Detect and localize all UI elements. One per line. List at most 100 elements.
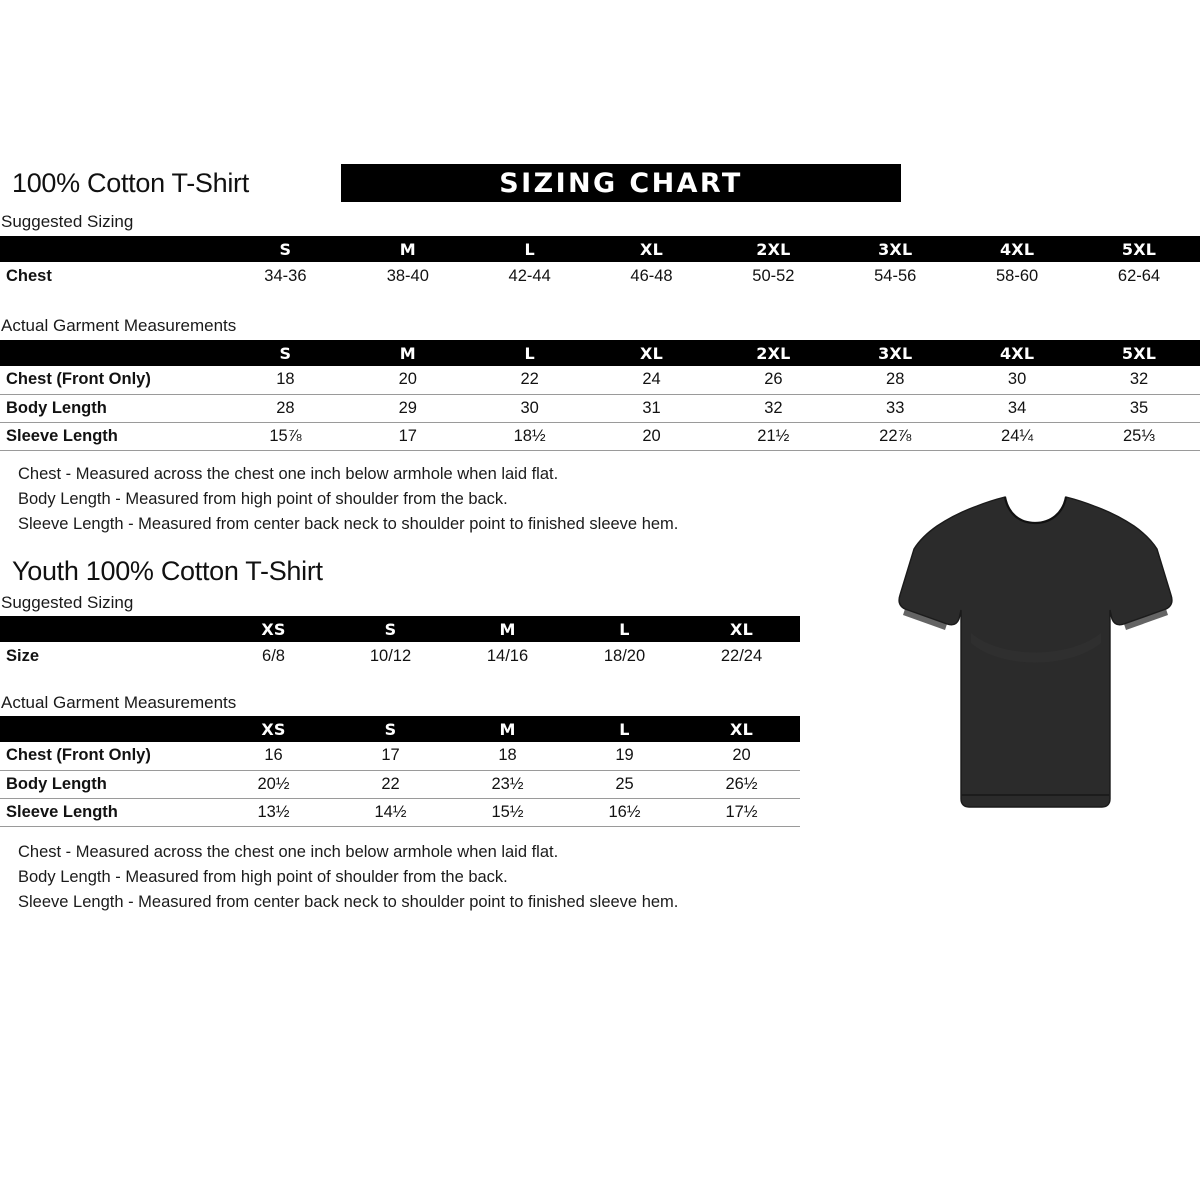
col-header-s: S bbox=[332, 616, 449, 642]
cell-chestfront-xl: 20 bbox=[683, 742, 800, 771]
col-header-m: M bbox=[346, 340, 469, 366]
col-header-l: L bbox=[468, 236, 591, 262]
cell-sleevelength-l: 16½ bbox=[566, 798, 683, 827]
col-header-2xl: 2XL bbox=[712, 340, 835, 366]
cell-bodylength-5xl: 35 bbox=[1078, 394, 1200, 423]
cell-chestfront-m: 18 bbox=[449, 742, 566, 771]
cell-sleevelength-m: 17 bbox=[346, 422, 469, 451]
row-label-sleeve-length: Sleeve Length bbox=[0, 422, 224, 451]
table-row: Size 6/8 10/12 14/16 18/20 22/24 bbox=[0, 642, 800, 670]
col-header-xl: XL bbox=[590, 236, 713, 262]
cell-sleevelength-s: 14½ bbox=[332, 798, 449, 827]
cell-sleevelength-xl: 20 bbox=[590, 422, 713, 451]
cell-chestfront-l: 22 bbox=[468, 366, 591, 395]
table-header-row: S M L XL 2XL 3XL 4XL 5XL bbox=[0, 340, 1200, 366]
col-header-4xl: 4XL bbox=[956, 236, 1079, 262]
youth-measurement-notes: Chest - Measured across the chest one in… bbox=[18, 840, 678, 915]
cell-chestfront-s: 18 bbox=[223, 366, 347, 395]
col-header-rowlabel bbox=[0, 716, 215, 742]
col-header-3xl: 3XL bbox=[834, 236, 957, 262]
col-header-4xl: 4XL bbox=[956, 340, 1079, 366]
cell-chest-5xl: 62-64 bbox=[1078, 262, 1200, 290]
cell-bodylength-xl: 26½ bbox=[683, 770, 800, 799]
adult-actual-measurements-table-wrap: S M L XL 2XL 3XL 4XL 5XL Chest (Front On… bbox=[0, 340, 1200, 451]
col-header-s: S bbox=[332, 716, 449, 742]
youth-actual-measurements-table: XS S M L XL Chest (Front Only) 16 17 18 … bbox=[0, 716, 800, 827]
cell-bodylength-xl: 31 bbox=[590, 394, 713, 423]
cell-bodylength-4xl: 34 bbox=[956, 394, 1079, 423]
row-label-chest-front-only: Chest (Front Only) bbox=[0, 366, 224, 395]
cell-sleevelength-3xl: 22⅞ bbox=[834, 422, 957, 451]
youth-actual-measurements-table-wrap: XS S M L XL Chest (Front Only) 16 17 18 … bbox=[0, 716, 800, 827]
row-label-chest-front-only: Chest (Front Only) bbox=[0, 742, 215, 771]
cell-chestfront-xl: 24 bbox=[590, 366, 713, 395]
adult-suggested-sizing-table: S M L XL 2XL 3XL 4XL 5XL Chest 34-36 38-… bbox=[0, 236, 1200, 290]
youth-suggested-sizing-label: Suggested Sizing bbox=[1, 593, 134, 612]
cell-chest-m: 38-40 bbox=[346, 262, 469, 290]
table-row: Body Length 28 29 30 31 32 33 34 35 bbox=[0, 394, 1200, 423]
cell-size-m: 14/16 bbox=[449, 642, 566, 670]
row-label-size: Size bbox=[0, 642, 215, 670]
cell-sleevelength-xs: 13½ bbox=[215, 798, 332, 827]
table-row: Body Length 20½ 22 23½ 25 26½ bbox=[0, 770, 800, 799]
col-header-3xl: 3XL bbox=[834, 340, 957, 366]
adult-suggested-sizing-table-wrap: S M L XL 2XL 3XL 4XL 5XL Chest 34-36 38-… bbox=[0, 236, 1200, 290]
cell-size-xl: 22/24 bbox=[683, 642, 800, 670]
cell-size-s: 10/12 bbox=[332, 642, 449, 670]
adult-measurement-notes: Chest - Measured across the chest one in… bbox=[18, 462, 678, 537]
col-header-rowlabel bbox=[0, 236, 224, 262]
row-label-sleeve-length: Sleeve Length bbox=[0, 798, 215, 827]
cell-sleevelength-5xl: 25⅓ bbox=[1078, 422, 1200, 451]
youth-suggested-sizing-table: XS S M L XL Size 6/8 10/12 14/16 18/20 2… bbox=[0, 616, 800, 670]
note-sleeve-length: Sleeve Length - Measured from center bac… bbox=[18, 893, 679, 911]
cell-bodylength-s: 22 bbox=[332, 770, 449, 799]
col-header-m: M bbox=[449, 716, 566, 742]
col-header-rowlabel bbox=[0, 340, 224, 366]
col-header-5xl: 5XL bbox=[1078, 236, 1200, 262]
cell-chestfront-3xl: 28 bbox=[834, 366, 957, 395]
cell-sleevelength-s: 15⅞ bbox=[223, 422, 347, 451]
col-header-m: M bbox=[449, 616, 566, 642]
cell-chestfront-4xl: 30 bbox=[956, 366, 1079, 395]
youth-suggested-sizing-table-wrap: XS S M L XL Size 6/8 10/12 14/16 18/20 2… bbox=[0, 616, 800, 670]
cell-chest-xl: 46-48 bbox=[590, 262, 713, 290]
col-header-m: M bbox=[346, 236, 469, 262]
table-row: Chest 34-36 38-40 42-44 46-48 50-52 54-5… bbox=[0, 262, 1200, 290]
cell-bodylength-xs: 20½ bbox=[215, 770, 332, 799]
adult-product-title: 100% Cotton T-Shirt bbox=[12, 168, 249, 198]
sizing-chart-banner: SIZING CHART bbox=[341, 164, 901, 202]
table-header-row: XS S M L XL bbox=[0, 716, 800, 742]
row-label-body-length: Body Length bbox=[0, 394, 224, 423]
cell-bodylength-3xl: 33 bbox=[834, 394, 957, 423]
cell-sleevelength-xl: 17½ bbox=[683, 798, 800, 827]
table-row: Chest (Front Only) 16 17 18 19 20 bbox=[0, 742, 800, 771]
col-header-xl: XL bbox=[683, 616, 800, 642]
col-header-s: S bbox=[223, 340, 347, 366]
cell-bodylength-m: 29 bbox=[346, 394, 469, 423]
cell-sleevelength-4xl: 24¼ bbox=[956, 422, 1079, 451]
table-row: Chest (Front Only) 18 20 22 24 26 28 30 … bbox=[0, 366, 1200, 395]
cell-bodylength-s: 28 bbox=[223, 394, 347, 423]
col-header-rowlabel bbox=[0, 616, 215, 642]
cell-chestfront-xs: 16 bbox=[215, 742, 332, 771]
col-header-l: L bbox=[566, 616, 683, 642]
adult-actual-measurements-label: Actual Garment Measurements bbox=[1, 316, 237, 335]
row-label-body-length: Body Length bbox=[0, 770, 215, 799]
cell-bodylength-2xl: 32 bbox=[712, 394, 835, 423]
table-row: Sleeve Length 15⅞ 17 18½ 20 21½ 22⅞ 24¼ … bbox=[0, 422, 1200, 451]
cell-chest-2xl: 50-52 bbox=[712, 262, 835, 290]
note-body-length: Body Length - Measured from high point o… bbox=[18, 868, 508, 886]
cell-size-xs: 6/8 bbox=[215, 642, 332, 670]
cell-chestfront-s: 17 bbox=[332, 742, 449, 771]
col-header-xl: XL bbox=[683, 716, 800, 742]
note-chest: Chest - Measured across the chest one in… bbox=[18, 465, 559, 483]
cell-chestfront-m: 20 bbox=[346, 366, 469, 395]
col-header-l: L bbox=[566, 716, 683, 742]
youth-actual-measurements-label: Actual Garment Measurements bbox=[1, 693, 237, 712]
col-header-xs: XS bbox=[215, 616, 332, 642]
cell-chestfront-l: 19 bbox=[566, 742, 683, 771]
col-header-l: L bbox=[468, 340, 591, 366]
cell-size-l: 18/20 bbox=[566, 642, 683, 670]
col-header-xs: XS bbox=[215, 716, 332, 742]
